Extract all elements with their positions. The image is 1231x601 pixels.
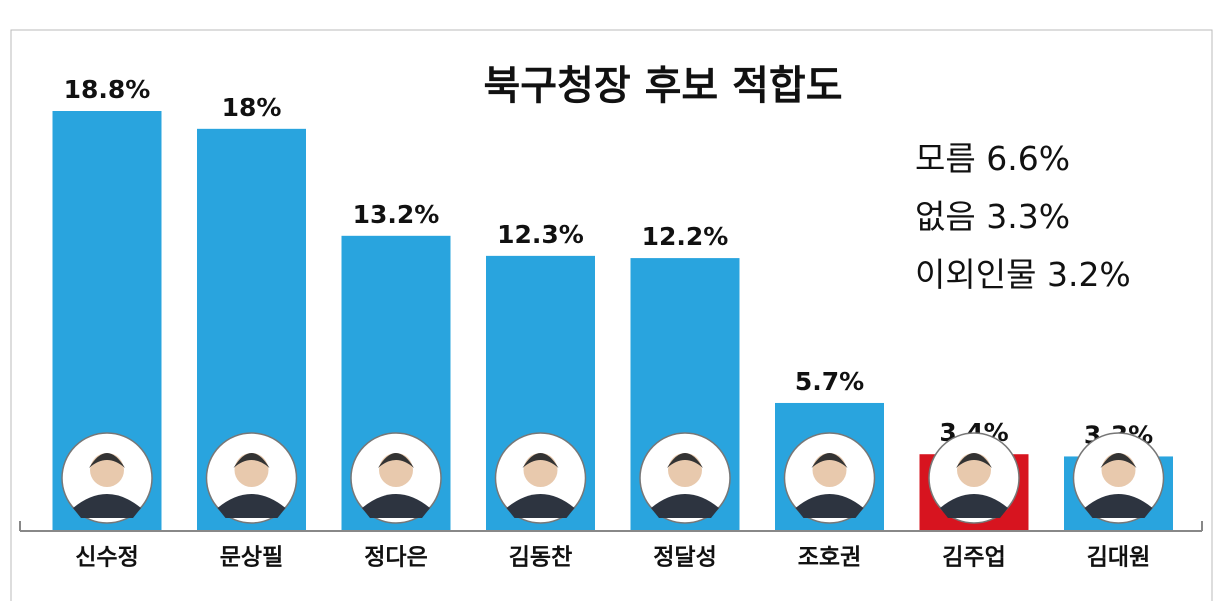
portrait-body <box>795 494 864 518</box>
portrait-hair <box>233 453 270 468</box>
annotation-value: 6.6% <box>986 139 1070 178</box>
portrait-hair <box>1100 453 1137 468</box>
chart-title: 북구청장 후보 적합도 <box>483 63 842 109</box>
portrait-hair <box>956 453 992 468</box>
annotation: 이외인물 3.2% <box>915 255 1131 294</box>
annotation-value: 3.2% <box>1047 255 1131 294</box>
value-label: 13.2% <box>353 200 440 229</box>
category-label: 정달성 <box>653 545 716 571</box>
value-label: 12.3% <box>497 220 584 249</box>
value-label: 18.8% <box>64 75 151 104</box>
annotation: 모름 6.6% <box>915 139 1070 178</box>
frame <box>10 29 1213 601</box>
portrait-body <box>73 494 141 518</box>
category-label: 조호권 <box>798 545 861 571</box>
portrait-body <box>940 494 1008 518</box>
annotation-name: 없음 <box>915 197 976 236</box>
portrait-body <box>651 494 719 518</box>
annotation-name: 모름 <box>915 139 976 178</box>
portrait-body <box>217 494 286 518</box>
annotation: 없음 3.3% <box>915 197 1070 236</box>
value-label: 5.7% <box>795 367 864 396</box>
category-label: 문상필 <box>220 545 283 571</box>
category-label: 김대원 <box>1087 545 1150 571</box>
annotation-value: 3.3% <box>986 197 1070 236</box>
value-label: 12.2% <box>642 222 729 251</box>
portrait-body <box>362 494 430 518</box>
portrait-hair <box>522 453 559 468</box>
category-label: 김동찬 <box>509 545 572 571</box>
portrait-hair <box>378 453 414 468</box>
portrait-hair <box>811 453 848 468</box>
portrait-body <box>1084 494 1153 518</box>
category-label: 신수정 <box>75 545 138 571</box>
category-label: 김주업 <box>942 545 1005 571</box>
category-label: 정다은 <box>364 545 427 571</box>
value-label: 18% <box>222 93 282 122</box>
portrait-hair <box>89 453 125 468</box>
portrait-hair <box>667 453 703 468</box>
portrait-body <box>506 494 575 518</box>
annotation-name: 이외인물 <box>915 255 1036 294</box>
